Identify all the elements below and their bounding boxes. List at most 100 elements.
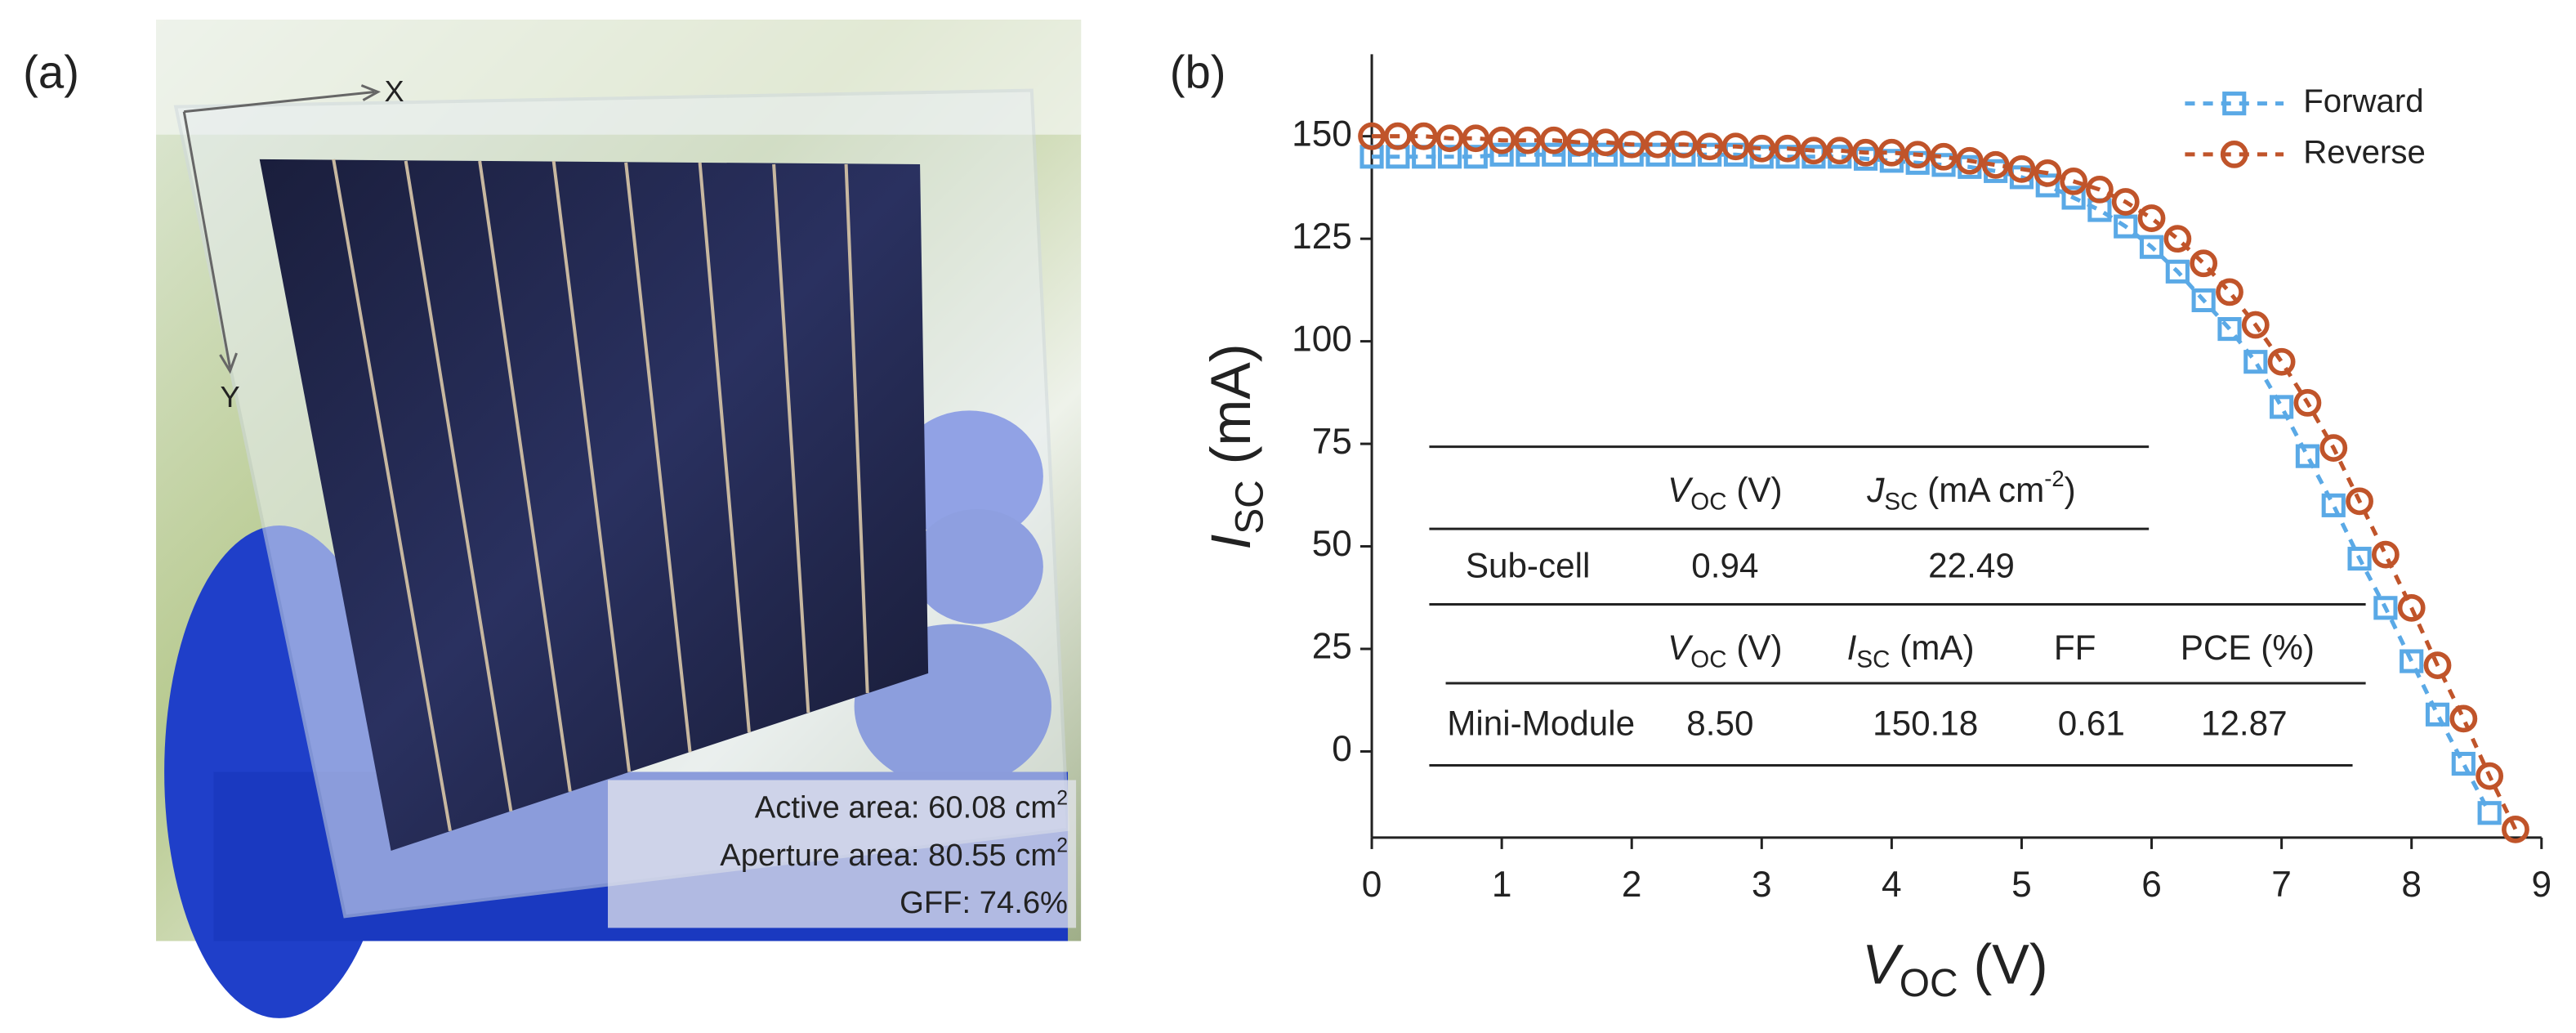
- table-header: JSC (mA cm-2): [1866, 466, 2075, 515]
- data-point: [1748, 134, 1776, 163]
- data-point: [2373, 596, 2398, 620]
- x-arrow-head: [360, 84, 381, 101]
- table-cell: 8.50: [1686, 704, 1753, 742]
- x-tick-label: 6: [2141, 865, 2162, 905]
- data-point: [2449, 704, 2478, 733]
- data-point: [2086, 176, 2114, 203]
- data-point: [1695, 132, 1724, 161]
- y-tick-label: 125: [1292, 217, 1352, 257]
- separator: [772, 163, 810, 713]
- data-point: [2241, 311, 2270, 339]
- data-point: [1489, 142, 1514, 167]
- table-cell: 0.94: [1691, 546, 1758, 584]
- legend-label: Reverse: [2303, 134, 2426, 171]
- data-point: [1516, 142, 1540, 167]
- data-point: [1981, 150, 2010, 179]
- data-point: [1514, 126, 1542, 154]
- table-header-part: SC: [1856, 646, 1890, 673]
- data-point: [2111, 188, 2140, 216]
- info-text-part: Aperture area: 80.55 cm: [720, 838, 1056, 873]
- table-header-part: -2: [2044, 466, 2064, 491]
- info-text-part: Active area: 60.08 cm: [755, 790, 1056, 825]
- x-tick-label: 7: [2271, 865, 2292, 905]
- data-point: [1409, 122, 1438, 150]
- separator: [404, 160, 513, 812]
- x-tick-label: 0: [1362, 865, 1382, 905]
- y-axis-label-part: SC: [1228, 480, 1271, 534]
- legend-marker: [2222, 92, 2247, 116]
- separator: [551, 160, 632, 772]
- data-point: [1488, 126, 1516, 154]
- data-point: [2371, 540, 2400, 569]
- table-cell: 22.49: [1928, 546, 2015, 584]
- y-tick-label: 150: [1292, 114, 1352, 154]
- info-text-part: GFF: 74.6%: [900, 885, 1068, 920]
- data-point: [2321, 493, 2346, 517]
- y-tick-label: 50: [1312, 524, 1352, 564]
- data-point: [2270, 395, 2294, 419]
- data-point: [2139, 235, 2164, 259]
- x-tick-label: 2: [1622, 865, 1642, 905]
- data-point: [2476, 762, 2504, 790]
- data-point: [1383, 122, 1412, 150]
- table-header: VOC (V): [1667, 471, 1782, 515]
- data-point: [2477, 801, 2502, 825]
- data-point: [2007, 154, 2036, 183]
- data-point: [1358, 122, 1386, 150]
- data-point: [2035, 173, 2060, 198]
- table-rules: [1429, 445, 2366, 767]
- data-point: [2060, 168, 2087, 195]
- table-cell: Sub-cell: [1466, 546, 1591, 584]
- data-point: [2451, 751, 2476, 776]
- y-axis-label: ISC (mA): [1200, 343, 1271, 549]
- x-axis-label-part: (V): [1958, 934, 2048, 996]
- data-point: [2034, 159, 2062, 187]
- y-tick-label: 0: [1332, 729, 1352, 769]
- data-point: [1721, 132, 1750, 161]
- data-point: [1644, 130, 1672, 159]
- data-point: [1904, 141, 1932, 169]
- data-point: [1774, 134, 1801, 163]
- y-arrow: [182, 111, 232, 369]
- separator: [478, 160, 572, 792]
- data-point: [1955, 146, 1984, 175]
- table-header-part: ): [2065, 471, 2076, 509]
- data-point: [1565, 128, 1594, 157]
- table-cell: 150.18: [1873, 704, 1978, 742]
- solar-cells: [259, 159, 929, 851]
- data-point: [1592, 128, 1620, 157]
- x-tick-label: 4: [1882, 865, 1902, 905]
- separator: [332, 159, 452, 832]
- data-point: [2137, 204, 2166, 232]
- data-point: [2061, 186, 2086, 210]
- data-point: [1542, 142, 1566, 167]
- table-header-part: V: [1667, 471, 1694, 509]
- x-axis-label: VOC (V): [1862, 934, 2047, 1005]
- axis-label-x: X: [385, 74, 404, 108]
- legend-marker: [2220, 141, 2248, 168]
- table-header: VOC (V): [1667, 628, 1782, 673]
- info-text: GFF: 74.6%: [900, 885, 1068, 920]
- y-axis-label-part: I: [1200, 534, 1262, 550]
- table-header-part: (V): [1727, 628, 1783, 667]
- y-tick-label: 75: [1312, 422, 1352, 462]
- data-point: [1645, 142, 1670, 167]
- info-text-part: 2: [1056, 834, 1068, 856]
- table-header-part: (V): [1727, 471, 1783, 509]
- data-point: [1669, 130, 1698, 159]
- panel-label: (a): [23, 46, 79, 97]
- data-point: [2346, 487, 2373, 516]
- data-point: [1539, 126, 1568, 154]
- x-axis-label-part: OC: [1900, 962, 1958, 1005]
- data-point: [2163, 225, 2192, 253]
- axis-label-y: Y: [220, 380, 239, 414]
- table-header-part: V: [1667, 628, 1694, 667]
- data-point: [1463, 145, 1488, 169]
- table-header-part: I: [1847, 628, 1857, 667]
- table-cell: 0.61: [2058, 704, 2125, 742]
- data-point: [1800, 136, 1828, 165]
- x-tick-label: 5: [2011, 865, 2032, 905]
- data-point: [1825, 136, 1854, 165]
- x-tick-label: 9: [2531, 865, 2551, 905]
